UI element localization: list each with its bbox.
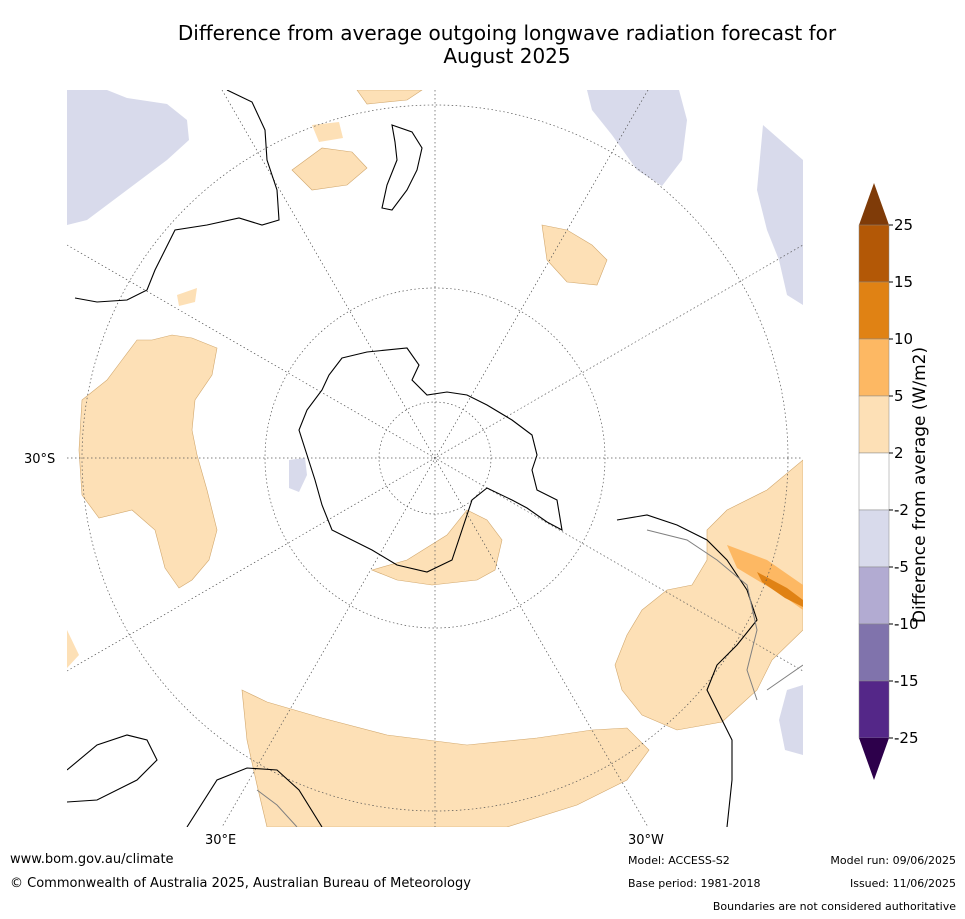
new-zealand-coast <box>381 124 423 211</box>
colorbar-tick-label: 25 <box>894 216 913 234</box>
warm-anomaly-patch <box>177 288 197 306</box>
warm-anomaly-patch <box>312 122 343 142</box>
cool-anomaly-patch <box>757 125 803 305</box>
colorbar-block <box>858 281 890 340</box>
colorbar-tick-label: 2 <box>894 444 904 462</box>
footer-model: Model: ACCESS-S2 <box>628 854 730 867</box>
footer-base-period: Base period: 1981-2018 <box>628 877 761 890</box>
australia-coast <box>74 90 280 303</box>
colorbar-block <box>858 224 890 283</box>
coastlines <box>67 90 758 827</box>
cool-anomaly-patch <box>779 685 803 755</box>
colorbar-block <box>858 452 890 511</box>
colorbar-tick-label: 15 <box>894 273 913 291</box>
warm-anomaly-patch <box>614 459 803 731</box>
colorbar-extend-min <box>859 738 889 780</box>
warm-anomaly-patch <box>356 90 423 105</box>
colorbar-tick-label: 5 <box>894 387 904 405</box>
colorbar-extend-max <box>859 183 889 225</box>
south-america-coast <box>616 514 758 827</box>
colorbar-block <box>858 623 890 682</box>
cool-anomaly-patch <box>587 90 687 186</box>
warm-anomaly-patch <box>78 334 218 589</box>
footer-disclaimer: Boundaries are not considered authoritat… <box>712 900 956 913</box>
warm-anomaly-patch <box>541 224 608 286</box>
colorbar-label: Difference from average (W/m2) <box>910 346 930 624</box>
southern-africa-coast <box>186 767 323 827</box>
africa-coast <box>67 734 158 803</box>
country-borders <box>256 529 803 827</box>
title-line-2: August 2025 <box>443 44 571 68</box>
footer-model-run: Model run: 09/06/2025 <box>830 854 956 867</box>
colorbar: 25 15 10 5 2 -2 -5 -10 -15 -25 <box>858 183 919 780</box>
cool-anomaly-patch <box>67 90 189 225</box>
colorbar-block <box>858 680 890 739</box>
warm-anomaly-patch <box>241 689 650 827</box>
warm-anomaly-patch <box>757 572 803 607</box>
polar-map <box>67 90 803 827</box>
colorbar-tick-label: -2 <box>894 501 909 519</box>
footer-url[interactable]: www.bom.gov.au/climate <box>10 852 174 867</box>
antarctica-coast <box>298 347 563 573</box>
cool-anomaly-patch <box>289 458 307 492</box>
footer-issued: Issued: 11/06/2025 <box>849 877 956 890</box>
colorbar-tick-label: -5 <box>894 558 909 576</box>
colorbar-tick-label: -15 <box>894 672 919 690</box>
map-title: Difference from average outgoing longwav… <box>150 22 864 68</box>
lon-label-30w: 30°W <box>628 833 664 848</box>
colorbar-blocks <box>858 183 890 780</box>
colorbar-tick-label: -25 <box>894 729 919 747</box>
footer-copyright: © Commonwealth of Australia 2025, Austra… <box>10 876 471 891</box>
warm-anomaly-patch <box>291 147 368 191</box>
colorbar-block <box>858 566 890 625</box>
colorbar-ticks: 25 15 10 5 2 -2 -5 -10 -15 -25 <box>889 216 919 747</box>
title-line-1: Difference from average outgoing longwav… <box>177 21 837 45</box>
colorbar-block <box>858 338 890 397</box>
colorbar-block <box>858 395 890 454</box>
colorbar-block <box>858 509 890 568</box>
colorbar-tick-label: 10 <box>894 330 913 348</box>
warm-anomaly-patch <box>67 630 79 668</box>
lon-label-30e: 30°E <box>205 833 237 848</box>
graticule <box>67 90 803 827</box>
colorbar-tick-label: -10 <box>894 615 919 633</box>
lat-label-30s: 30°S <box>24 452 56 467</box>
